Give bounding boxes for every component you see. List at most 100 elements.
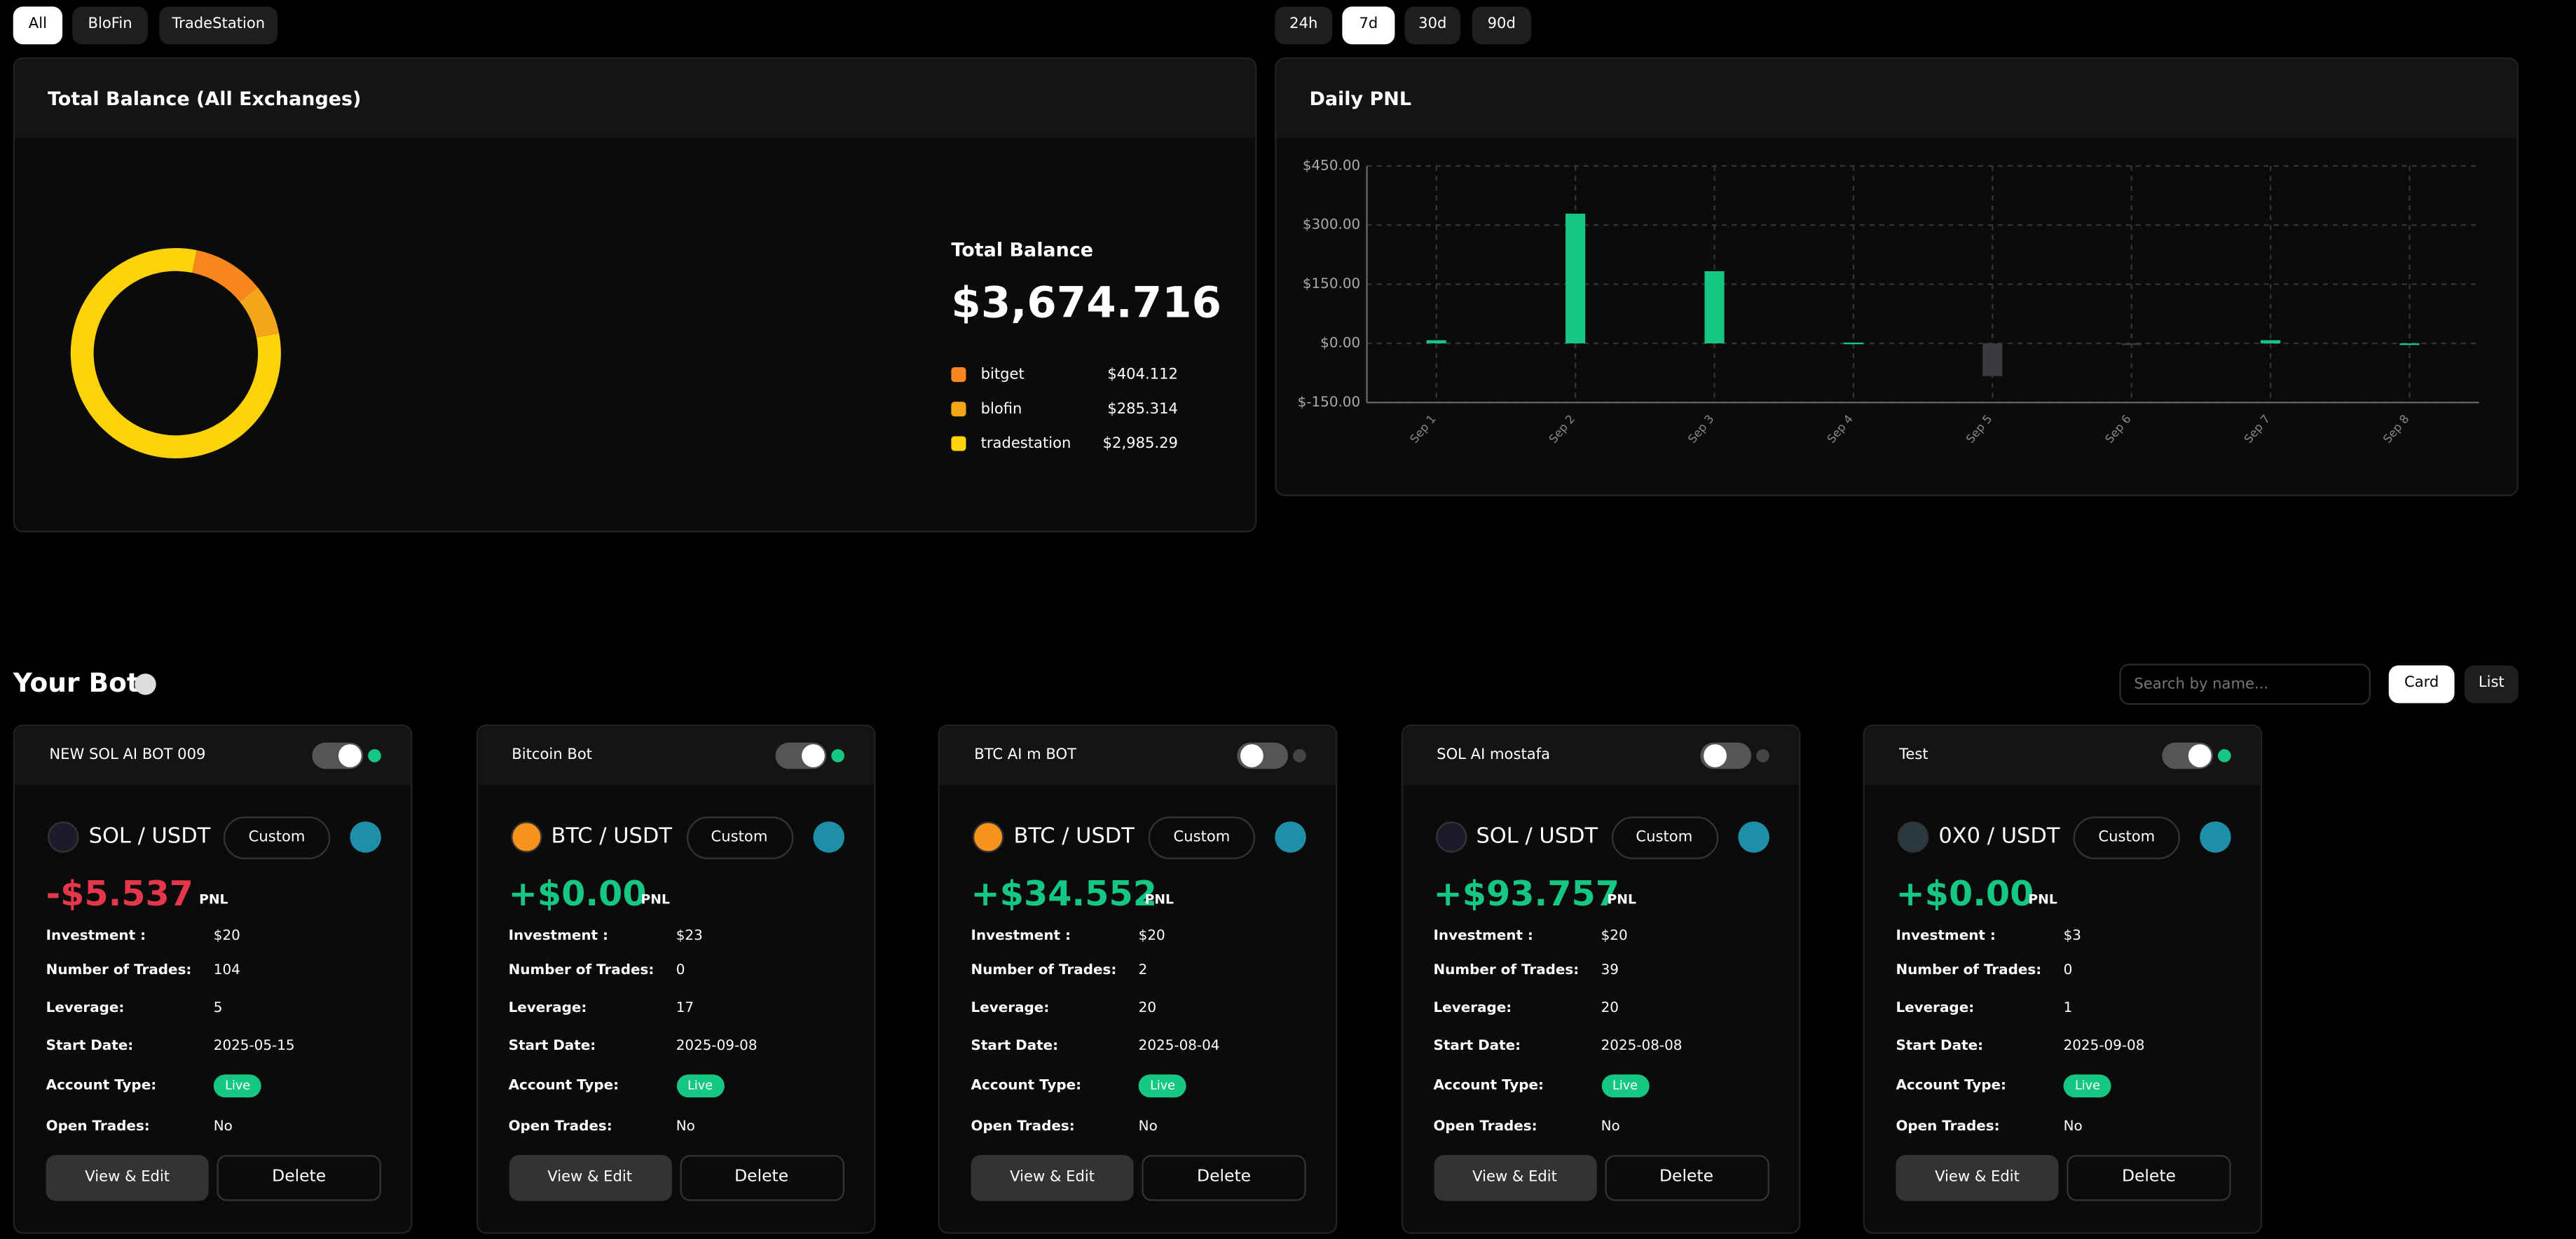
range-button[interactable]: 24h <box>1275 6 1333 45</box>
field-label: Account Type: <box>1896 1077 2006 1095</box>
total-label: Total Balance <box>951 238 1094 261</box>
filter-button[interactable]: BloFin <box>72 6 148 45</box>
view-edit-button[interactable]: View & Edit <box>971 1155 1134 1201</box>
pnl-value: -$5.537 <box>46 874 194 914</box>
live-badge: Live <box>676 1074 725 1097</box>
status-dot <box>2217 749 2231 762</box>
custom-button[interactable]: Custom <box>2073 816 2181 860</box>
bot-name: Test <box>1899 747 1928 765</box>
delete-button[interactable]: Delete <box>217 1155 381 1201</box>
toggle-knob <box>1240 744 1263 767</box>
field-value: No <box>2063 1118 2083 1135</box>
field-value: No <box>676 1118 695 1135</box>
field-value: No <box>1138 1118 1158 1135</box>
pnl-value: +$0.00 <box>1896 874 2034 914</box>
bot-name: NEW SOL AI BOT 009 <box>49 747 206 765</box>
field-value: 17 <box>676 1000 694 1018</box>
field-value: 2025-05-15 <box>213 1038 295 1055</box>
view-edit-button[interactable]: View & Edit <box>1896 1155 2059 1201</box>
field-label: Open Trades: <box>1896 1118 2000 1135</box>
field-label: Start Date: <box>971 1038 1059 1055</box>
field-value: 20 <box>1601 1000 1619 1018</box>
field-value: 104 <box>213 962 240 980</box>
field-label: Number of Trades: <box>46 962 192 980</box>
pnl-label: PNL <box>1144 892 1174 908</box>
field-label: Open Trades: <box>971 1118 1075 1135</box>
swap-icon[interactable] <box>2200 821 2231 853</box>
custom-button[interactable]: Custom <box>685 816 793 860</box>
field-label: Investment : <box>971 928 1071 945</box>
bot-card: SOL AI mostafa SOL / USDT Custom +$93.757 PN… <box>1400 724 1800 1234</box>
field-label: Number of Trades: <box>508 962 655 980</box>
pnl-label: PNL <box>2028 892 2057 908</box>
coin-icon <box>1897 821 1929 853</box>
field-label: Account Type: <box>1433 1077 1544 1095</box>
field-label: Leverage: <box>46 1000 125 1018</box>
card-header <box>15 59 1256 138</box>
info-icon <box>135 673 156 695</box>
field-label: Investment : <box>508 928 609 945</box>
field-label: Start Date: <box>46 1038 134 1055</box>
coin-icon <box>1434 821 1467 853</box>
section-title: Your Bots <box>13 666 156 699</box>
total-value: $3,674.716 <box>951 279 1222 329</box>
live-badge: Live <box>2063 1074 2112 1097</box>
range-button[interactable]: 7d <box>1342 6 1395 45</box>
field-label: Start Date: <box>508 1038 596 1055</box>
pnl-label: PNL <box>1607 892 1636 908</box>
view-button[interactable]: List <box>2464 665 2519 704</box>
custom-button[interactable]: Custom <box>1610 816 1718 860</box>
field-label: Open Trades: <box>1433 1118 1537 1135</box>
field-label: Account Type: <box>971 1077 1082 1095</box>
bot-name: BTC AI m BOT <box>974 747 1077 765</box>
field-value: $23 <box>676 928 703 945</box>
delete-button[interactable]: Delete <box>2067 1155 2231 1201</box>
filter-button[interactable]: TradeStation <box>159 6 278 45</box>
live-badge: Live <box>213 1074 262 1097</box>
bot-name: SOL AI mostafa <box>1437 747 1551 765</box>
delete-button[interactable]: Delete <box>1142 1155 1306 1201</box>
field-value: $20 <box>213 928 240 945</box>
range-button[interactable]: 30d <box>1404 6 1461 45</box>
card-header <box>1276 59 2517 138</box>
field-value: 20 <box>1138 1000 1157 1018</box>
card-title: Daily PNL <box>1309 87 1412 111</box>
field-label: Account Type: <box>46 1077 157 1095</box>
custom-button[interactable]: Custom <box>1148 816 1256 860</box>
field-value: 39 <box>1601 962 1619 980</box>
field-label: Investment : <box>1896 928 1996 945</box>
view-edit-button[interactable]: View & Edit <box>508 1155 671 1201</box>
delete-button[interactable]: Delete <box>679 1155 844 1201</box>
pnl-value: +$93.757 <box>1433 874 1619 914</box>
pnl-label: PNL <box>640 892 670 908</box>
field-value: 2025-08-08 <box>1601 1038 1683 1055</box>
field-value: 1 <box>2063 1000 2073 1018</box>
swap-icon[interactable] <box>1275 821 1306 853</box>
field-value: 2025-08-04 <box>1138 1038 1220 1055</box>
bot-card: Bitcoin Bot BTC / USDT Custom +$0.00 PNL Inve… <box>475 724 875 1234</box>
pnl-card <box>1275 57 2519 497</box>
field-label: Number of Trades: <box>1433 962 1580 980</box>
range-button[interactable]: 90d <box>1472 6 1531 45</box>
field-label: Leverage: <box>508 1000 587 1018</box>
field-label: Start Date: <box>1896 1038 1984 1055</box>
custom-button[interactable]: Custom <box>223 816 331 860</box>
filter-button[interactable]: All <box>13 6 63 45</box>
swap-icon[interactable] <box>812 821 844 853</box>
field-value: $20 <box>1138 928 1165 945</box>
view-button[interactable]: Card <box>2388 665 2455 704</box>
delete-button[interactable]: Delete <box>1604 1155 1769 1201</box>
field-label: Start Date: <box>1433 1038 1521 1055</box>
view-edit-button[interactable]: View & Edit <box>46 1155 209 1201</box>
field-value: 5 <box>213 1000 223 1018</box>
swap-icon[interactable] <box>350 821 381 853</box>
toggle-knob <box>1702 744 1726 767</box>
field-label: Number of Trades: <box>971 962 1117 980</box>
field-label: Investment : <box>1433 928 1533 945</box>
search-input[interactable]: Search by name... <box>2119 664 2371 705</box>
bot-card: NEW SOL AI BOT 009 SOL / USDT Custom -$5.53… <box>13 724 413 1234</box>
view-edit-button[interactable]: View & Edit <box>1433 1155 1596 1201</box>
swap-icon[interactable] <box>1737 821 1769 853</box>
